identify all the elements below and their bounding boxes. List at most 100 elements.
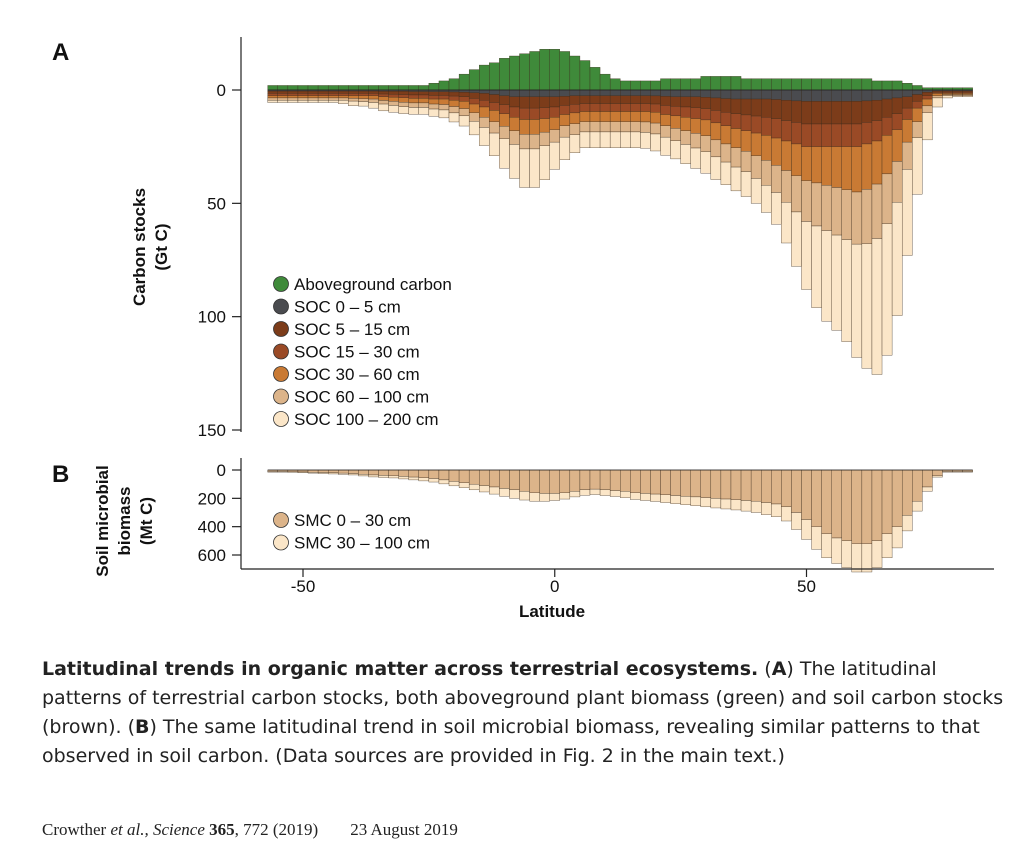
panel-a-bar-soc-0-5-cm-57 <box>841 89 852 102</box>
panel-a-bar-soc-5-15-cm-22 <box>489 94 500 103</box>
panel-a-bar-soc-60-100-cm-52 <box>791 175 802 213</box>
panel-b-bar-smc-0-30-cm-18 <box>448 469 460 482</box>
panel-a-bar-soc-15-30-cm-25 <box>519 107 530 120</box>
panel-a-bar-soc-0-5-cm-42 <box>690 89 701 97</box>
panel-b-bar-smc-30-100-cm-69 <box>962 471 973 473</box>
panel-a-bar-soc-60-100-cm-43 <box>700 135 712 152</box>
panel-a-bar-soc-30-60-cm-38 <box>650 112 661 124</box>
panel-a-bar-aboveground-carbon-46 <box>730 76 742 91</box>
panel-a-bar-soc-0-5-cm-24 <box>509 89 520 97</box>
panel-b-ylabel-line2: biomass <box>115 487 134 556</box>
legend-label: SOC 100 – 200 cm <box>294 410 439 429</box>
panel-a-bar-soc-60-100-cm-33 <box>599 121 611 133</box>
panel-a-bar-soc-30-60-cm-57 <box>841 146 852 190</box>
panel-a-bar-soc-100-200-cm-57 <box>841 239 852 342</box>
panel-b-bar-smc-30-100-cm-59 <box>861 543 873 573</box>
panel-a-bar-soc-5-15-cm-50 <box>771 99 782 119</box>
panel-a-bar-soc-5-15-cm-3 <box>297 90 309 94</box>
panel-b-bar-smc-0-30-cm-63 <box>901 469 913 516</box>
panel-a-bar-aboveground-carbon-11 <box>378 85 389 91</box>
panel-a-bar-soc-100-200-cm-66 <box>932 97 943 108</box>
panel-a-bar-soc-5-15-cm-43 <box>700 97 712 109</box>
panel-a-bar-soc-5-15-cm-1 <box>277 90 289 94</box>
panel-a-bar-soc-30-60-cm-15 <box>418 98 430 104</box>
panel-a-bar-soc-15-30-cm-7 <box>338 93 349 96</box>
panel-b-bar-smc-30-100-cm-32 <box>589 488 601 495</box>
panel-a-bar-soc-15-30-cm-49 <box>761 117 772 136</box>
panel-a-bar-soc-100-200-cm-50 <box>771 192 782 225</box>
panel-a-bar-soc-30-60-cm-51 <box>781 140 792 171</box>
panel-a-bar-soc-15-30-cm-28 <box>549 106 560 118</box>
panel-a-bar-soc-5-15-cm-53 <box>801 101 812 125</box>
panel-a-bar-soc-60-100-cm-7 <box>338 97 349 101</box>
figure-caption: Latitudinal trends in organic matter acr… <box>42 655 1010 771</box>
panel-b-bar-smc-30-100-cm-19 <box>458 482 470 488</box>
panel-a-bar-soc-15-30-cm-12 <box>388 94 399 98</box>
panel-a-bar-soc-0-5-cm-20 <box>468 89 480 93</box>
panel-b-bar-smc-30-100-cm-8 <box>348 473 359 476</box>
panel-a-bar-soc-30-60-cm-23 <box>499 113 510 127</box>
citation-volume: 365 <box>209 820 235 839</box>
legend-label: SOC 15 – 30 cm <box>294 343 420 362</box>
panel-a-bar-soc-15-30-cm-24 <box>509 106 520 118</box>
legend-swatch <box>273 343 289 360</box>
panel-a-bar-soc-5-15-cm-45 <box>720 98 732 113</box>
panel-b-bar-smc-0-30-cm-45 <box>720 469 732 500</box>
panel-b-bar-smc-0-30-cm-22 <box>489 469 500 488</box>
panel-b-bar-smc-0-30-cm-40 <box>670 469 681 496</box>
panel-a-y-ticks: 0 50 100 150 <box>198 81 241 440</box>
panel-a-bar-soc-15-30-cm-53 <box>801 123 812 147</box>
panel-a-bar-soc-5-15-cm-39 <box>660 96 671 106</box>
panel-a-bar-soc-100-200-cm-7 <box>338 100 349 104</box>
panel-a-bar-soc-30-60-cm-14 <box>408 98 419 104</box>
panel-b-bar-smc-30-100-cm-14 <box>408 476 419 481</box>
panel-a-bar-soc-15-30-cm-4 <box>307 93 319 96</box>
panel-b-bar-smc-0-30-cm-17 <box>438 469 450 481</box>
panel-a-bar-soc-0-5-cm-56 <box>831 89 842 102</box>
caption-letter-a: A <box>771 658 787 680</box>
panel-a-bar-soc-15-30-cm-9 <box>358 93 369 96</box>
panel-b-bar-smc-0-30-cm-26 <box>529 469 540 493</box>
panel-a-bar-soc-60-100-cm-55 <box>821 185 832 231</box>
panel-a-bar-soc-5-15-cm-59 <box>861 100 873 123</box>
panel-b-bar-smc-0-30-cm-49 <box>761 469 772 503</box>
panel-b-ytick-label: 600 <box>198 546 226 565</box>
panel-b-bar-smc-0-30-cm-64 <box>912 469 923 502</box>
panel-a-bar-aboveground-carbon-20 <box>468 69 480 91</box>
panel-a-bar-soc-100-200-cm-19 <box>458 115 470 127</box>
panel-b-bar-smc-0-30-cm-54 <box>811 469 822 527</box>
legend-label: SOC 30 – 60 cm <box>294 365 420 384</box>
panel-b-bar-smc-0-30-cm-65 <box>922 469 933 488</box>
panel-a-bar-soc-5-15-cm-42 <box>690 96 701 108</box>
panel-a-bar-soc-100-200-cm-14 <box>408 107 419 115</box>
panel-a-bar-aboveground-carbon-42 <box>690 78 701 91</box>
panel-a-bar-soc-60-100-cm-0 <box>267 97 278 101</box>
panel-a-bar-aboveground-carbon-15 <box>418 85 430 91</box>
panel-a-bar-soc-5-15-cm-10 <box>368 90 379 94</box>
panel-a-bar-aboveground-carbon-48 <box>750 78 762 91</box>
panel-a-bar-soc-30-60-cm-2 <box>287 95 299 99</box>
panel-a-bar-soc-30-60-cm-31 <box>579 111 591 122</box>
panel-a-bar-aboveground-carbon-21 <box>479 64 490 91</box>
panel-a-bar-soc-60-100-cm-59 <box>861 189 873 244</box>
panel-b-bar-smc-0-30-cm-61 <box>881 469 893 534</box>
panel-a-bar-aboveground-carbon-3 <box>297 85 309 91</box>
panel-a-bar-soc-30-60-cm-11 <box>378 96 389 101</box>
panel-a-bar-soc-60-100-cm-18 <box>448 106 460 114</box>
panel-b-bar-smc-0-30-cm-34 <box>609 469 621 491</box>
panel-a-ytick-label: 100 <box>198 308 226 327</box>
panel-a-bar-aboveground-carbon-45 <box>720 76 732 91</box>
panel-a-bar-soc-5-15-cm-37 <box>640 95 651 104</box>
panel-a-bar-soc-60-100-cm-46 <box>730 147 742 168</box>
panel-a-bar-soc-60-100-cm-11 <box>378 100 389 105</box>
panel-a-bar-soc-0-5-cm-39 <box>660 89 671 97</box>
panel-a-bar-soc-5-15-cm-57 <box>841 101 852 125</box>
panel-a-bar-soc-15-30-cm-35 <box>620 103 631 112</box>
panel-a-bar-soc-15-30-cm-64 <box>912 101 923 109</box>
panel-a-bar-soc-15-30-cm-38 <box>650 103 661 113</box>
panel-a-bar-soc-60-100-cm-14 <box>408 102 419 108</box>
panel-a-bar-soc-30-60-cm-25 <box>519 119 530 135</box>
panel-a-bar-soc-100-200-cm-49 <box>761 185 772 213</box>
figure: A 0 50 100 150 Carbon stocks (Gt C) Abovegr… <box>52 37 994 621</box>
panel-a-ytick-label: 150 <box>198 421 226 440</box>
